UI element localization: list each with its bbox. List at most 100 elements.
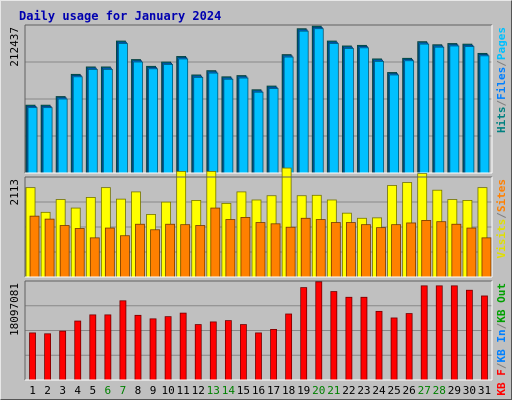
bar-sites-day-10 (165, 223, 176, 278)
bar-sites-day-20 (315, 219, 326, 278)
day-label-7: 7 (120, 384, 127, 397)
bar-pages-day-2 (42, 107, 53, 174)
bar-pages-day-11 (178, 58, 189, 174)
bar-sites-day-14 (225, 219, 236, 278)
bar-pages-day-31 (479, 55, 490, 174)
legend-sites: Sites (495, 179, 508, 212)
bar-pages-day-26 (404, 60, 415, 174)
bar-kb-f-day-4 (74, 320, 82, 381)
day-label-31: 31 (478, 384, 491, 397)
bar-pages-day-20 (313, 28, 324, 174)
panel-bottom-legend: KB F/KB In/KB Out (495, 283, 508, 396)
chart-title: Daily usage for January 2024 (19, 9, 221, 23)
bar-pages-day-28 (434, 46, 445, 174)
bar-sites-day-1 (29, 215, 40, 278)
panel-top-legend: Hits/Files/Pages (495, 27, 508, 133)
bar-kb-f-day-31 (481, 295, 488, 381)
bar-kb-f-day-6 (104, 314, 112, 381)
bar-pages-day-14 (223, 78, 234, 174)
day-label-28: 28 (433, 384, 446, 397)
bar-sites-day-15 (240, 217, 251, 278)
bar-kb-f-day-12 (194, 324, 202, 381)
bar-sites-day-2 (44, 218, 55, 278)
bar-kb-f-day-14 (224, 320, 232, 381)
bar-sites-day-31 (481, 237, 492, 278)
bar-kb-f-day-16 (255, 332, 262, 381)
day-label-8: 8 (135, 384, 142, 397)
day-label-3: 3 (59, 384, 66, 397)
bar-kb-f-day-13 (209, 321, 217, 381)
bar-pages-day-16 (253, 91, 264, 174)
bar-kb-f-day-7 (119, 300, 127, 381)
panel-bottom-max-label: 18097081 (8, 283, 21, 336)
bar-sites-day-29 (451, 223, 462, 278)
bar-sites-day-7 (120, 235, 130, 278)
bar-kb-f-day-21 (330, 291, 338, 381)
bar-sites-day-27 (421, 220, 432, 278)
bar-pages-day-7 (118, 43, 128, 174)
bar-kb-f-day-5 (89, 314, 97, 381)
bar-sites-day-9 (150, 229, 160, 278)
bar-sites-day-6 (104, 227, 115, 278)
bar-sites-day-13 (210, 207, 221, 278)
bar-sites-day-21 (330, 222, 341, 278)
bar-sites-day-30 (466, 227, 477, 278)
bar-kb-f-day-17 (270, 328, 277, 381)
day-label-29: 29 (448, 384, 461, 397)
day-label-12: 12 (192, 384, 205, 397)
legend-kb-in: KB In (495, 329, 508, 362)
day-label-17: 17 (267, 384, 280, 397)
bar-pages-day-4 (72, 76, 83, 174)
bar-sites-day-23 (361, 224, 371, 278)
legend-files: Files (495, 67, 508, 100)
day-label-24: 24 (372, 384, 386, 397)
bar-sites-day-4 (74, 228, 85, 278)
bar-sites-day-25 (391, 224, 401, 278)
bar-kb-f-day-27 (420, 285, 428, 381)
bar-kb-f-day-3 (59, 330, 67, 381)
bar-sites-day-5 (89, 237, 100, 278)
bar-pages-day-29 (449, 45, 460, 174)
bar-kb-f-day-18 (285, 313, 293, 381)
bar-kb-f-day-25 (390, 317, 398, 381)
day-label-10: 10 (161, 384, 174, 397)
day-label-2: 2 (44, 384, 51, 397)
bar-kb-f-day-1 (29, 332, 36, 381)
bar-sites-day-12 (195, 225, 206, 278)
legend--: / (495, 322, 508, 329)
day-label-9: 9 (150, 384, 157, 397)
day-label-15: 15 (237, 384, 250, 397)
day-label-5: 5 (89, 384, 96, 397)
bar-kb-f-day-26 (405, 313, 413, 381)
bar-kb-f-day-19 (300, 287, 308, 381)
bar-pages-day-3 (57, 98, 68, 174)
bar-sites-day-19 (300, 217, 311, 278)
day-label-4: 4 (74, 384, 81, 397)
day-label-13: 13 (207, 384, 220, 397)
bar-pages-day-19 (298, 30, 309, 174)
panel-middle-legend: Visits/Sites (495, 179, 508, 259)
bar-sites-day-11 (180, 224, 191, 278)
bar-kb-f-day-2 (44, 333, 51, 381)
bar-pages-day-25 (389, 74, 399, 174)
bar-pages-day-27 (419, 43, 430, 174)
bar-sites-day-3 (59, 225, 70, 278)
bar-pages-day-21 (328, 43, 339, 174)
bar-kb-f-day-30 (466, 289, 473, 381)
day-label-20: 20 (312, 384, 325, 397)
bar-sites-day-17 (270, 223, 281, 278)
bar-kb-f-day-15 (240, 324, 247, 381)
bar-sites-day-26 (406, 222, 417, 278)
legend--: / (495, 100, 508, 107)
bar-pages-day-8 (133, 61, 143, 174)
bar-sites-day-16 (255, 222, 266, 278)
bar-pages-day-30 (464, 46, 475, 174)
bar-pages-day-17 (268, 88, 279, 174)
legend-hits: Hits (495, 107, 508, 134)
legend--: / (495, 362, 508, 369)
day-label-22: 22 (342, 384, 355, 397)
day-label-16: 16 (252, 384, 265, 397)
day-label-6: 6 (105, 384, 112, 397)
